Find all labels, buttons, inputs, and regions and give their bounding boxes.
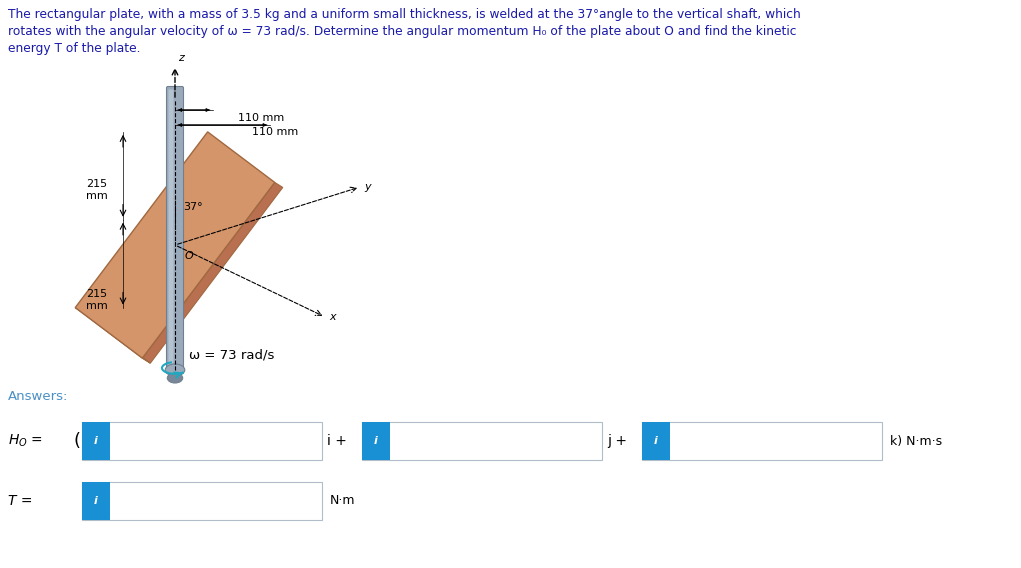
Bar [642, 422, 882, 460]
Text: N·m: N·m [330, 495, 355, 507]
Bar [82, 482, 110, 520]
FancyBboxPatch shape [168, 90, 174, 369]
Text: 215
mm: 215 mm [86, 289, 108, 311]
Text: j +: j + [607, 434, 627, 448]
Text: ω = 73 rad/s: ω = 73 rad/s [189, 349, 275, 361]
Text: Answers:: Answers: [8, 390, 68, 403]
Bar [82, 422, 110, 460]
Text: rotates with the angular velocity of ω = 73 rad/s. Determine the angular momentu: rotates with the angular velocity of ω =… [8, 25, 796, 38]
Text: $H_O$ =: $H_O$ = [8, 433, 43, 449]
FancyBboxPatch shape [166, 86, 184, 371]
Ellipse shape [167, 373, 183, 383]
Polygon shape [76, 132, 275, 358]
Text: i: i [654, 436, 658, 446]
Text: x: x [329, 312, 336, 322]
Text: k) N·m·s: k) N·m·s [890, 435, 942, 448]
Text: i: i [94, 496, 98, 506]
Bar [642, 422, 670, 460]
Text: i +: i + [327, 434, 347, 448]
Text: 37°: 37° [183, 202, 202, 212]
Text: T =: T = [8, 494, 33, 508]
Text: O: O [185, 251, 194, 261]
Text: i: i [94, 436, 98, 446]
Text: The rectangular plate, with a mass of 3.5 kg and a uniform small thickness, is w: The rectangular plate, with a mass of 3.… [8, 8, 800, 21]
Polygon shape [142, 182, 283, 363]
Text: z: z [178, 53, 184, 63]
Text: i: i [374, 436, 378, 446]
Bar [82, 422, 322, 460]
Text: (: ( [72, 432, 80, 450]
Ellipse shape [165, 364, 185, 376]
Text: energy T of the plate.: energy T of the plate. [8, 42, 141, 55]
Polygon shape [76, 308, 150, 363]
Bar [82, 482, 322, 520]
Text: 110 mm: 110 mm [238, 113, 284, 123]
Bar [362, 422, 602, 460]
Text: 110 mm: 110 mm [252, 127, 298, 137]
Bar [362, 422, 390, 460]
Text: y: y [364, 182, 371, 192]
Text: 215
mm: 215 mm [86, 179, 108, 201]
